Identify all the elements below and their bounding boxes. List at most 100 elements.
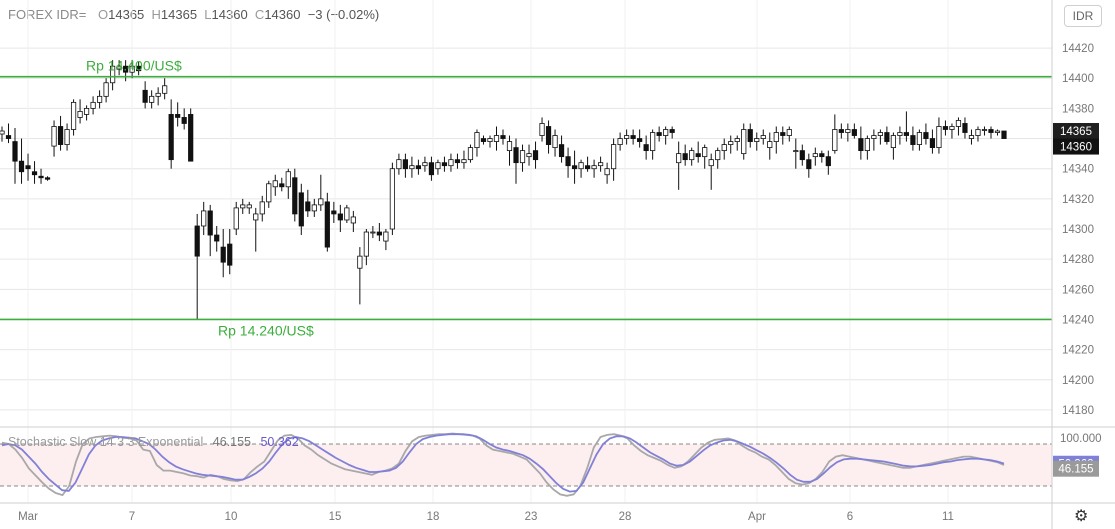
candle (25, 153, 31, 181)
candle-body (728, 141, 734, 145)
candle-body (415, 165, 422, 170)
x-tick-label: 23 (525, 511, 538, 523)
candle-body (435, 162, 441, 170)
y-tick-label: 14180 (1062, 405, 1094, 417)
x-tick-label: 10 (225, 511, 238, 523)
candle-body (532, 150, 539, 161)
candle (506, 135, 513, 166)
candle-body (558, 144, 565, 158)
candle-body (734, 138, 740, 142)
candle-body (38, 175, 44, 179)
y-tick-label: 14280 (1062, 254, 1094, 266)
candle-body (149, 95, 155, 103)
candle-body (188, 114, 194, 162)
candle (676, 141, 682, 190)
candle-body (669, 129, 675, 133)
candle (819, 150, 825, 163)
currency-button[interactable]: IDR (1064, 5, 1102, 27)
x-tick-label: Apr (748, 511, 766, 523)
candle-body (396, 159, 402, 170)
candle-body (923, 132, 929, 139)
candle-body (962, 123, 968, 133)
candle (721, 138, 727, 160)
candle (955, 117, 962, 136)
candle (624, 129, 630, 145)
candle (396, 153, 402, 175)
candle-body (747, 129, 753, 142)
candle-body (799, 150, 805, 161)
y-tick-label: 14420 (1062, 43, 1094, 55)
candle-body (975, 129, 981, 136)
candle-body (175, 114, 181, 118)
candle-body (383, 231, 389, 242)
y-tick-label: 14240 (1062, 314, 1094, 326)
candle (871, 129, 877, 151)
candle-body (825, 156, 831, 167)
candle-body (721, 144, 727, 152)
candle (70, 99, 77, 136)
candle (103, 78, 109, 103)
candle (545, 120, 552, 154)
stochastic-band (0, 443, 1052, 487)
candle (702, 144, 708, 169)
candle-body (877, 132, 883, 136)
stochastic-k-badge (1053, 460, 1099, 477)
candle-body (350, 216, 356, 224)
candle (962, 117, 968, 139)
candle (57, 115, 64, 151)
candle (578, 159, 584, 178)
candle (923, 123, 929, 145)
close-value: 14360 (264, 7, 301, 22)
stochastic-k-line (1, 432, 1005, 497)
candle (5, 123, 12, 144)
x-tick-label: 15 (329, 511, 342, 523)
candle (845, 123, 851, 142)
candle-body (910, 135, 916, 145)
candle (38, 168, 44, 184)
candle-body (545, 126, 552, 145)
candle (370, 225, 376, 239)
gear-icon[interactable]: ⚙ (1074, 508, 1089, 525)
candle-body (266, 183, 272, 203)
candle (246, 201, 252, 214)
candle (461, 150, 467, 169)
candle (357, 247, 363, 305)
candle-body (337, 213, 343, 221)
candle (44, 176, 51, 181)
candle (663, 126, 669, 145)
candle-body (884, 132, 890, 142)
open-value: 14365 (108, 7, 145, 22)
x-tick-label: 6 (847, 511, 853, 523)
candle (936, 117, 942, 154)
candle (604, 162, 610, 184)
candle-body (689, 150, 695, 161)
candle (611, 138, 617, 181)
candles (0, 60, 1007, 320)
candle-body (18, 160, 25, 173)
candle-body (695, 153, 701, 158)
candle (116, 60, 122, 76)
candle-body (467, 147, 474, 161)
candle-body (0, 130, 5, 135)
candle-body (70, 101, 77, 130)
candle (344, 204, 350, 223)
candle-body (155, 92, 161, 97)
candle (31, 161, 38, 184)
candle-body (181, 117, 187, 124)
candle-body (871, 135, 877, 139)
y-tick-label: 14400 (1062, 73, 1094, 85)
candle (864, 135, 870, 160)
candle-body (916, 132, 923, 145)
candle (155, 87, 161, 106)
candle (493, 126, 500, 151)
candle (331, 201, 337, 223)
candle (565, 147, 571, 178)
candle (539, 117, 545, 142)
stochastic-label: Stochastic Slow 14 3 3 Exponential (8, 435, 204, 449)
candle (734, 135, 740, 151)
x-tick-label: Mar (18, 511, 38, 523)
candle-body (890, 135, 896, 148)
candle-body (819, 153, 825, 158)
candle (90, 96, 96, 115)
